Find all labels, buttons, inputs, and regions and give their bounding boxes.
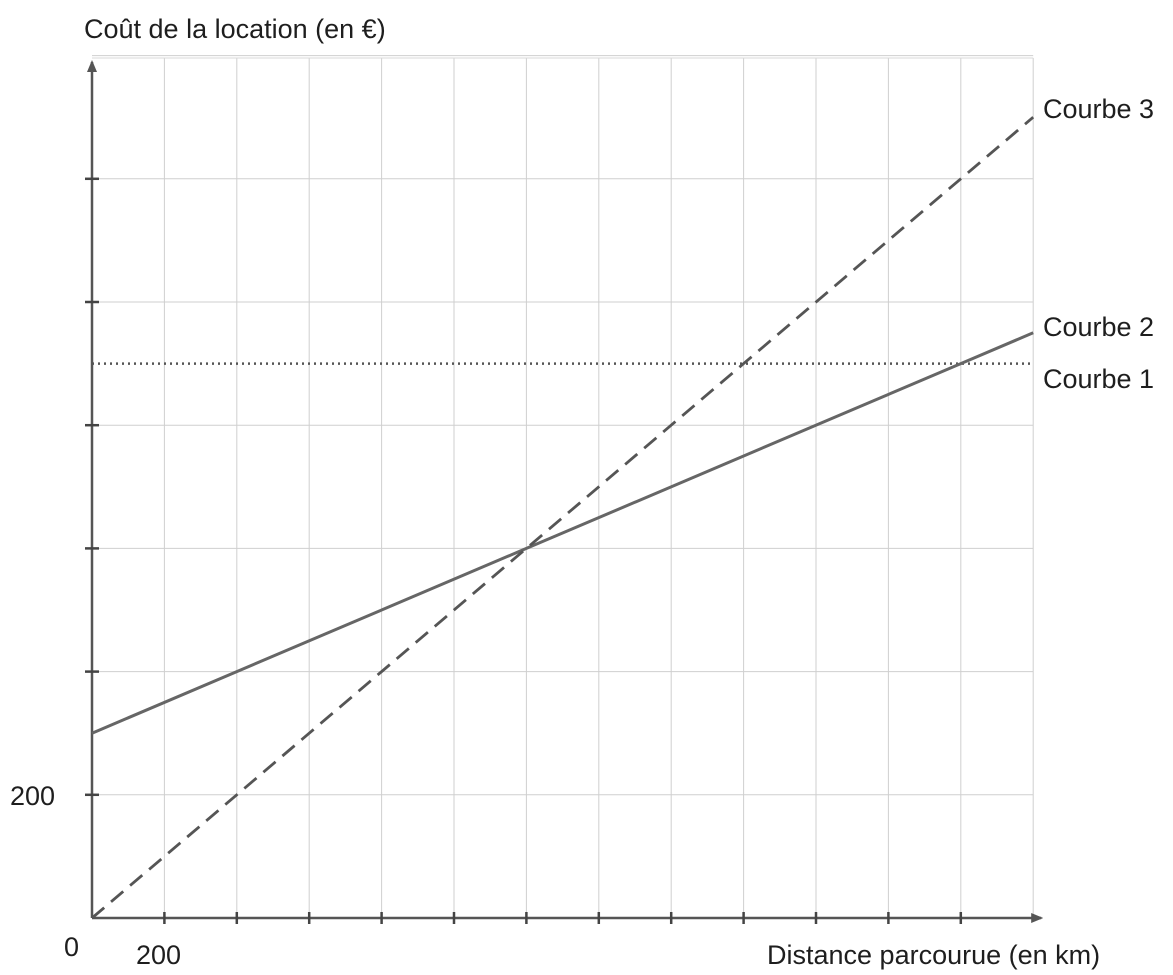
legend-courbe-1: Courbe 1 — [1043, 364, 1154, 395]
x-axis-label: Distance parcourue (en km) — [767, 940, 1100, 971]
x-tick-label-200: 200 — [136, 940, 181, 971]
grid — [92, 56, 1033, 918]
series-line-courbe-2 — [92, 333, 1033, 733]
y-tick-label-200: 200 — [10, 781, 55, 812]
series-line-courbe-3 — [92, 117, 1033, 918]
legend-courbe-3: Courbe 3 — [1043, 94, 1154, 125]
axes — [92, 62, 1041, 918]
y-axis-label: Coût de la location (en €) — [84, 14, 386, 45]
origin-label: 0 — [64, 932, 79, 963]
legend-courbe-2: Courbe 2 — [1043, 312, 1154, 343]
series-group — [92, 117, 1033, 918]
